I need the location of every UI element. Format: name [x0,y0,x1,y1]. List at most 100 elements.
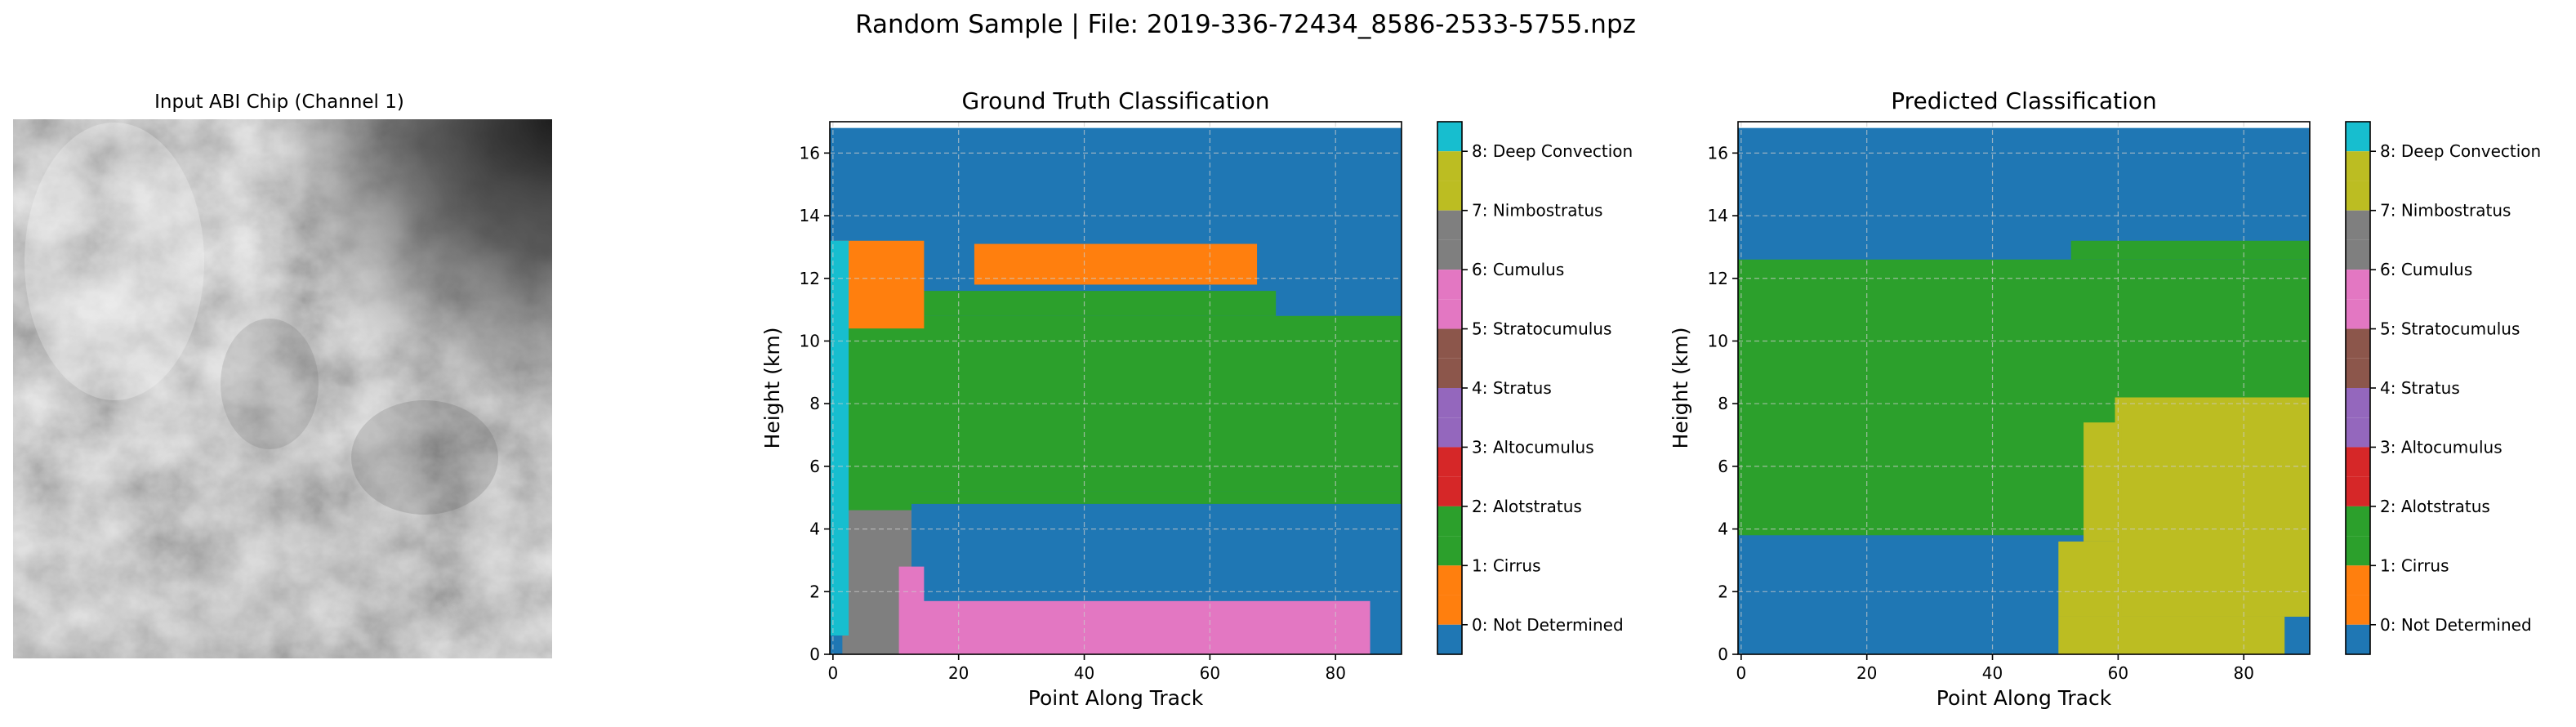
colorbar-segment-1-lower [1437,565,1462,595]
colorbar-segment-6-lower [2346,270,2370,300]
colorbar-segment-5-upper [1437,299,1462,329]
colorbar-label: 8: Deep Convection [2380,141,2541,161]
image-panel-title: Input ABI Chip (Channel 1) [154,91,404,113]
colorbar-segment-7-lower [2346,210,2370,240]
colorbar-segment-7-lower [1437,210,1462,240]
colorbar-segment-0-lower [2346,624,2370,654]
abi-chip-image [13,119,552,658]
colorbar-segment-6-upper [2346,239,2370,270]
colorbar: 0: Not Determined 1: Cirrus 2: Alotstratus… [1437,121,1633,655]
heatmap-region-10 [830,240,849,636]
y-tick-label: 4 [809,520,820,539]
colorbar-segment-2-lower [2346,506,2370,537]
colorbar-label: 3: Altocumulus [2380,437,2502,457]
colorbar-segment-2-upper [1437,476,1462,506]
colorbar-segment-0-upper [1437,595,1462,625]
heatmap-region-8 [905,600,1370,654]
colorbar-label: 6: Cumulus [2380,260,2472,279]
colorbar-segment-5-upper [2346,299,2370,329]
y-tick-label: 0 [1718,644,1728,664]
colorbar-label: 8: Deep Convection [1472,141,1633,161]
colorbar-segment-4-lower [2346,388,2370,418]
colorbar-segment-4-lower [1437,388,1462,418]
y-tick-label: 14 [800,206,820,225]
y-tick-label: 2 [1718,582,1728,601]
heatmap-region-5 [2058,616,2285,654]
colorbar-segment-8-upper [1437,122,1462,152]
x-tick-label: 60 [2108,663,2128,683]
colorbar-frame [2345,121,2371,655]
colorbar-label: 3: Altocumulus [1472,437,1594,457]
colorbar-label: 1: Cirrus [1472,555,1541,575]
colorbar-label: 2: Alotstratus [2380,497,2490,516]
colorbar-segment-3-upper [1437,417,1462,448]
colorbar-segment-0-lower [1437,624,1462,654]
y-tick-label: 14 [1708,206,1728,225]
colorbar-segment-2-upper [2346,476,2370,506]
chart-1: 0 20 40 60 80 0 2 4 6 8 10 12 14 16 Predicted Classifi… [1669,87,2541,710]
colorbar-segment-4-upper [1437,358,1462,388]
chart-0: 0 20 40 60 80 0 2 4 6 8 10 12 14 16 Ground Truth Class… [760,87,1633,710]
chart-title: Predicted Classification [1891,87,2157,114]
axes-frame [1737,121,2311,655]
colorbar-frame [1437,121,1463,655]
image-panel: Input ABI Chip (Channel 1) [13,91,552,658]
colorbar-segment-1-upper [1437,536,1462,566]
y-axis-label: Height (km) [1669,328,1692,449]
colorbar-segment-3-lower [1437,447,1462,477]
colorbar-label: 0: Not Determined [2380,615,2532,635]
x-tick-label: 20 [1856,663,1877,683]
x-tick-label: 80 [1326,663,1346,683]
colorbar-segment-6-upper [1437,239,1462,270]
y-tick-label: 0 [809,644,820,664]
colorbar-label: 5: Stratocumulus [1472,319,1611,339]
colorbar-segment-8-lower [1437,151,1462,181]
colorbar-label: 0: Not Determined [1472,615,1624,635]
y-tick-label: 12 [800,269,820,288]
colorbar-segment-7-upper [1437,181,1462,211]
colorbar-label: 7: Nimbostratus [2380,201,2511,221]
colorbar-segment-0-upper [2346,595,2370,625]
colorbar-segment-1-lower [2346,565,2370,595]
heatmap-region-3 [2115,397,2310,617]
colorbar: 0: Not Determined 1: Cirrus 2: Alotstratus… [2345,121,2541,655]
x-axis-label: Point Along Track [1936,686,2112,710]
colorbar-segment-5-lower [2346,328,2370,359]
x-tick-label: 60 [1200,663,1220,683]
y-tick-label: 12 [1708,269,1728,288]
colorbar-segment-8-lower [2346,151,2370,181]
y-tick-label: 6 [809,457,820,476]
colorbar-segment-1-upper [2346,536,2370,566]
x-tick-label: 40 [1982,663,2003,683]
axes-frame [829,121,1402,655]
heatmap-region-2 [2070,240,2310,260]
colorbar-label: 1: Cirrus [2380,555,2449,575]
y-tick-label: 8 [1718,394,1728,413]
colorbar-segment-2-lower [1437,506,1462,537]
colorbar-segment-3-upper [2346,417,2370,448]
x-tick-label: 80 [2234,663,2254,683]
colorbar-label: 4: Stratus [1472,378,1552,398]
y-tick-label: 16 [1708,143,1728,163]
colorbar-label: 2: Alotstratus [1472,497,1582,516]
x-tick-label: 0 [1736,663,1746,683]
heatmap-region-3 [905,491,1402,504]
y-axis-label: Height (km) [760,328,784,449]
colorbar-segment-5-lower [1437,328,1462,359]
heatmap-region-4 [924,291,1277,316]
heatmap-region-5 [836,240,925,329]
y-tick-label: 8 [809,394,820,413]
y-tick-label: 2 [809,582,820,601]
x-tick-label: 0 [827,663,838,683]
y-tick-label: 10 [1708,331,1728,350]
colorbar-segment-3-lower [2346,447,2370,477]
y-tick-label: 4 [1718,520,1728,539]
chart-title: Ground Truth Classification [961,87,1269,114]
x-axis-label: Point Along Track [1028,686,1204,710]
colorbar-segment-8-upper [2346,122,2370,152]
colorbar-label: 6: Cumulus [1472,260,1564,279]
x-tick-label: 40 [1074,663,1094,683]
heatmap-region-4 [2084,422,2122,542]
colorbar-label: 4: Stratus [2380,378,2460,398]
